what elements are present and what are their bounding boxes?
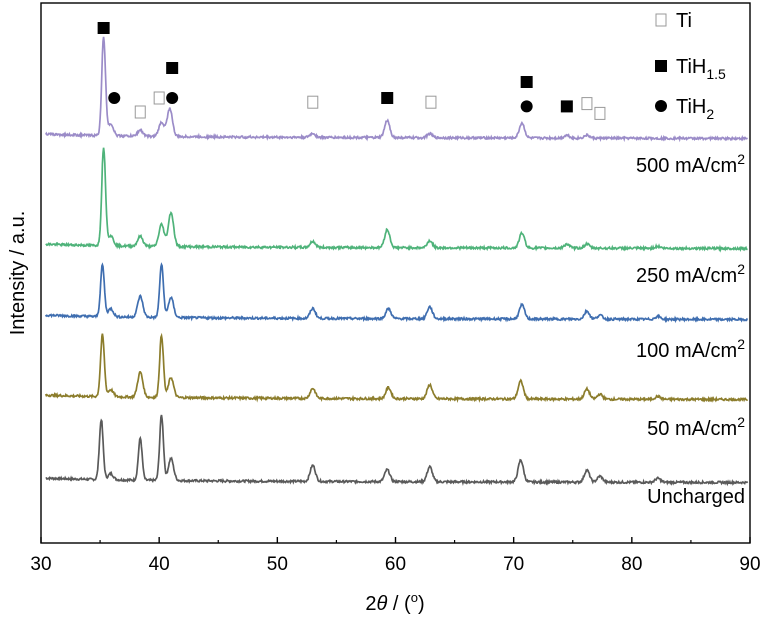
trace-label-250: 250 mA/cm2 xyxy=(636,261,745,287)
x-tick-label: 70 xyxy=(503,554,524,575)
x-axis: 30 40 50 60 70 80 90 xyxy=(30,537,761,575)
x-tick-label: 60 xyxy=(385,554,406,575)
phase-marker-open-square xyxy=(153,91,165,105)
trace-label-100: 100 mA/cm2 xyxy=(636,336,745,362)
phase-marker-group xyxy=(97,22,606,120)
phase-marker-open-square xyxy=(581,97,593,111)
trace-label-group: Uncharged 50 mA/cm2 100 mA/cm2 250 mA/cm2 50… xyxy=(636,151,745,508)
legend: Ti TiH1.5 TiH2 xyxy=(655,10,726,122)
legend-symbol-filled-square xyxy=(655,60,667,72)
x-tick-label: 30 xyxy=(30,554,51,575)
x-axis-label: 2θ / (o) xyxy=(365,590,424,615)
trace-line-500 xyxy=(44,36,748,143)
trace-label-500: 500 mA/cm2 xyxy=(636,151,745,177)
phase-marker-filled-circle xyxy=(166,92,179,104)
trace-line-250 xyxy=(45,147,748,253)
y-axis-label: Intensity / a.u. xyxy=(7,211,29,336)
phase-marker-open-square xyxy=(307,95,319,109)
legend-label: TiH1.5 xyxy=(676,56,726,82)
phase-marker-filled-circle xyxy=(520,100,533,113)
phase-marker-open-square xyxy=(134,105,146,119)
trace-group xyxy=(44,36,749,487)
x-tick-label: 80 xyxy=(621,554,642,575)
phase-marker-open-square xyxy=(425,95,437,109)
phase-marker-filled-square xyxy=(560,100,573,113)
x-tick-label: 50 xyxy=(267,554,288,575)
trace-line-50 xyxy=(44,332,748,403)
phase-marker-filled-circle xyxy=(108,92,121,104)
legend-symbol-open-square xyxy=(655,13,667,27)
legend-label: Ti xyxy=(676,10,692,32)
phase-marker-filled-square xyxy=(97,22,110,34)
trace-line-uncharged xyxy=(45,414,749,487)
phase-marker-open-square xyxy=(594,106,606,120)
trace-label-50: 50 mA/cm2 xyxy=(647,414,745,440)
phase-marker-filled-square xyxy=(381,92,394,104)
x-tick-label: 40 xyxy=(149,554,170,575)
legend-symbol-filled-circle xyxy=(655,100,667,112)
legend-label: TiH2 xyxy=(676,96,714,122)
phase-marker-filled-square xyxy=(520,76,533,88)
x-tick-label: 90 xyxy=(739,554,760,575)
phase-marker-filled-square xyxy=(166,62,179,74)
trace-line-100 xyxy=(44,262,748,324)
trace-label-uncharged: Uncharged xyxy=(647,486,745,508)
